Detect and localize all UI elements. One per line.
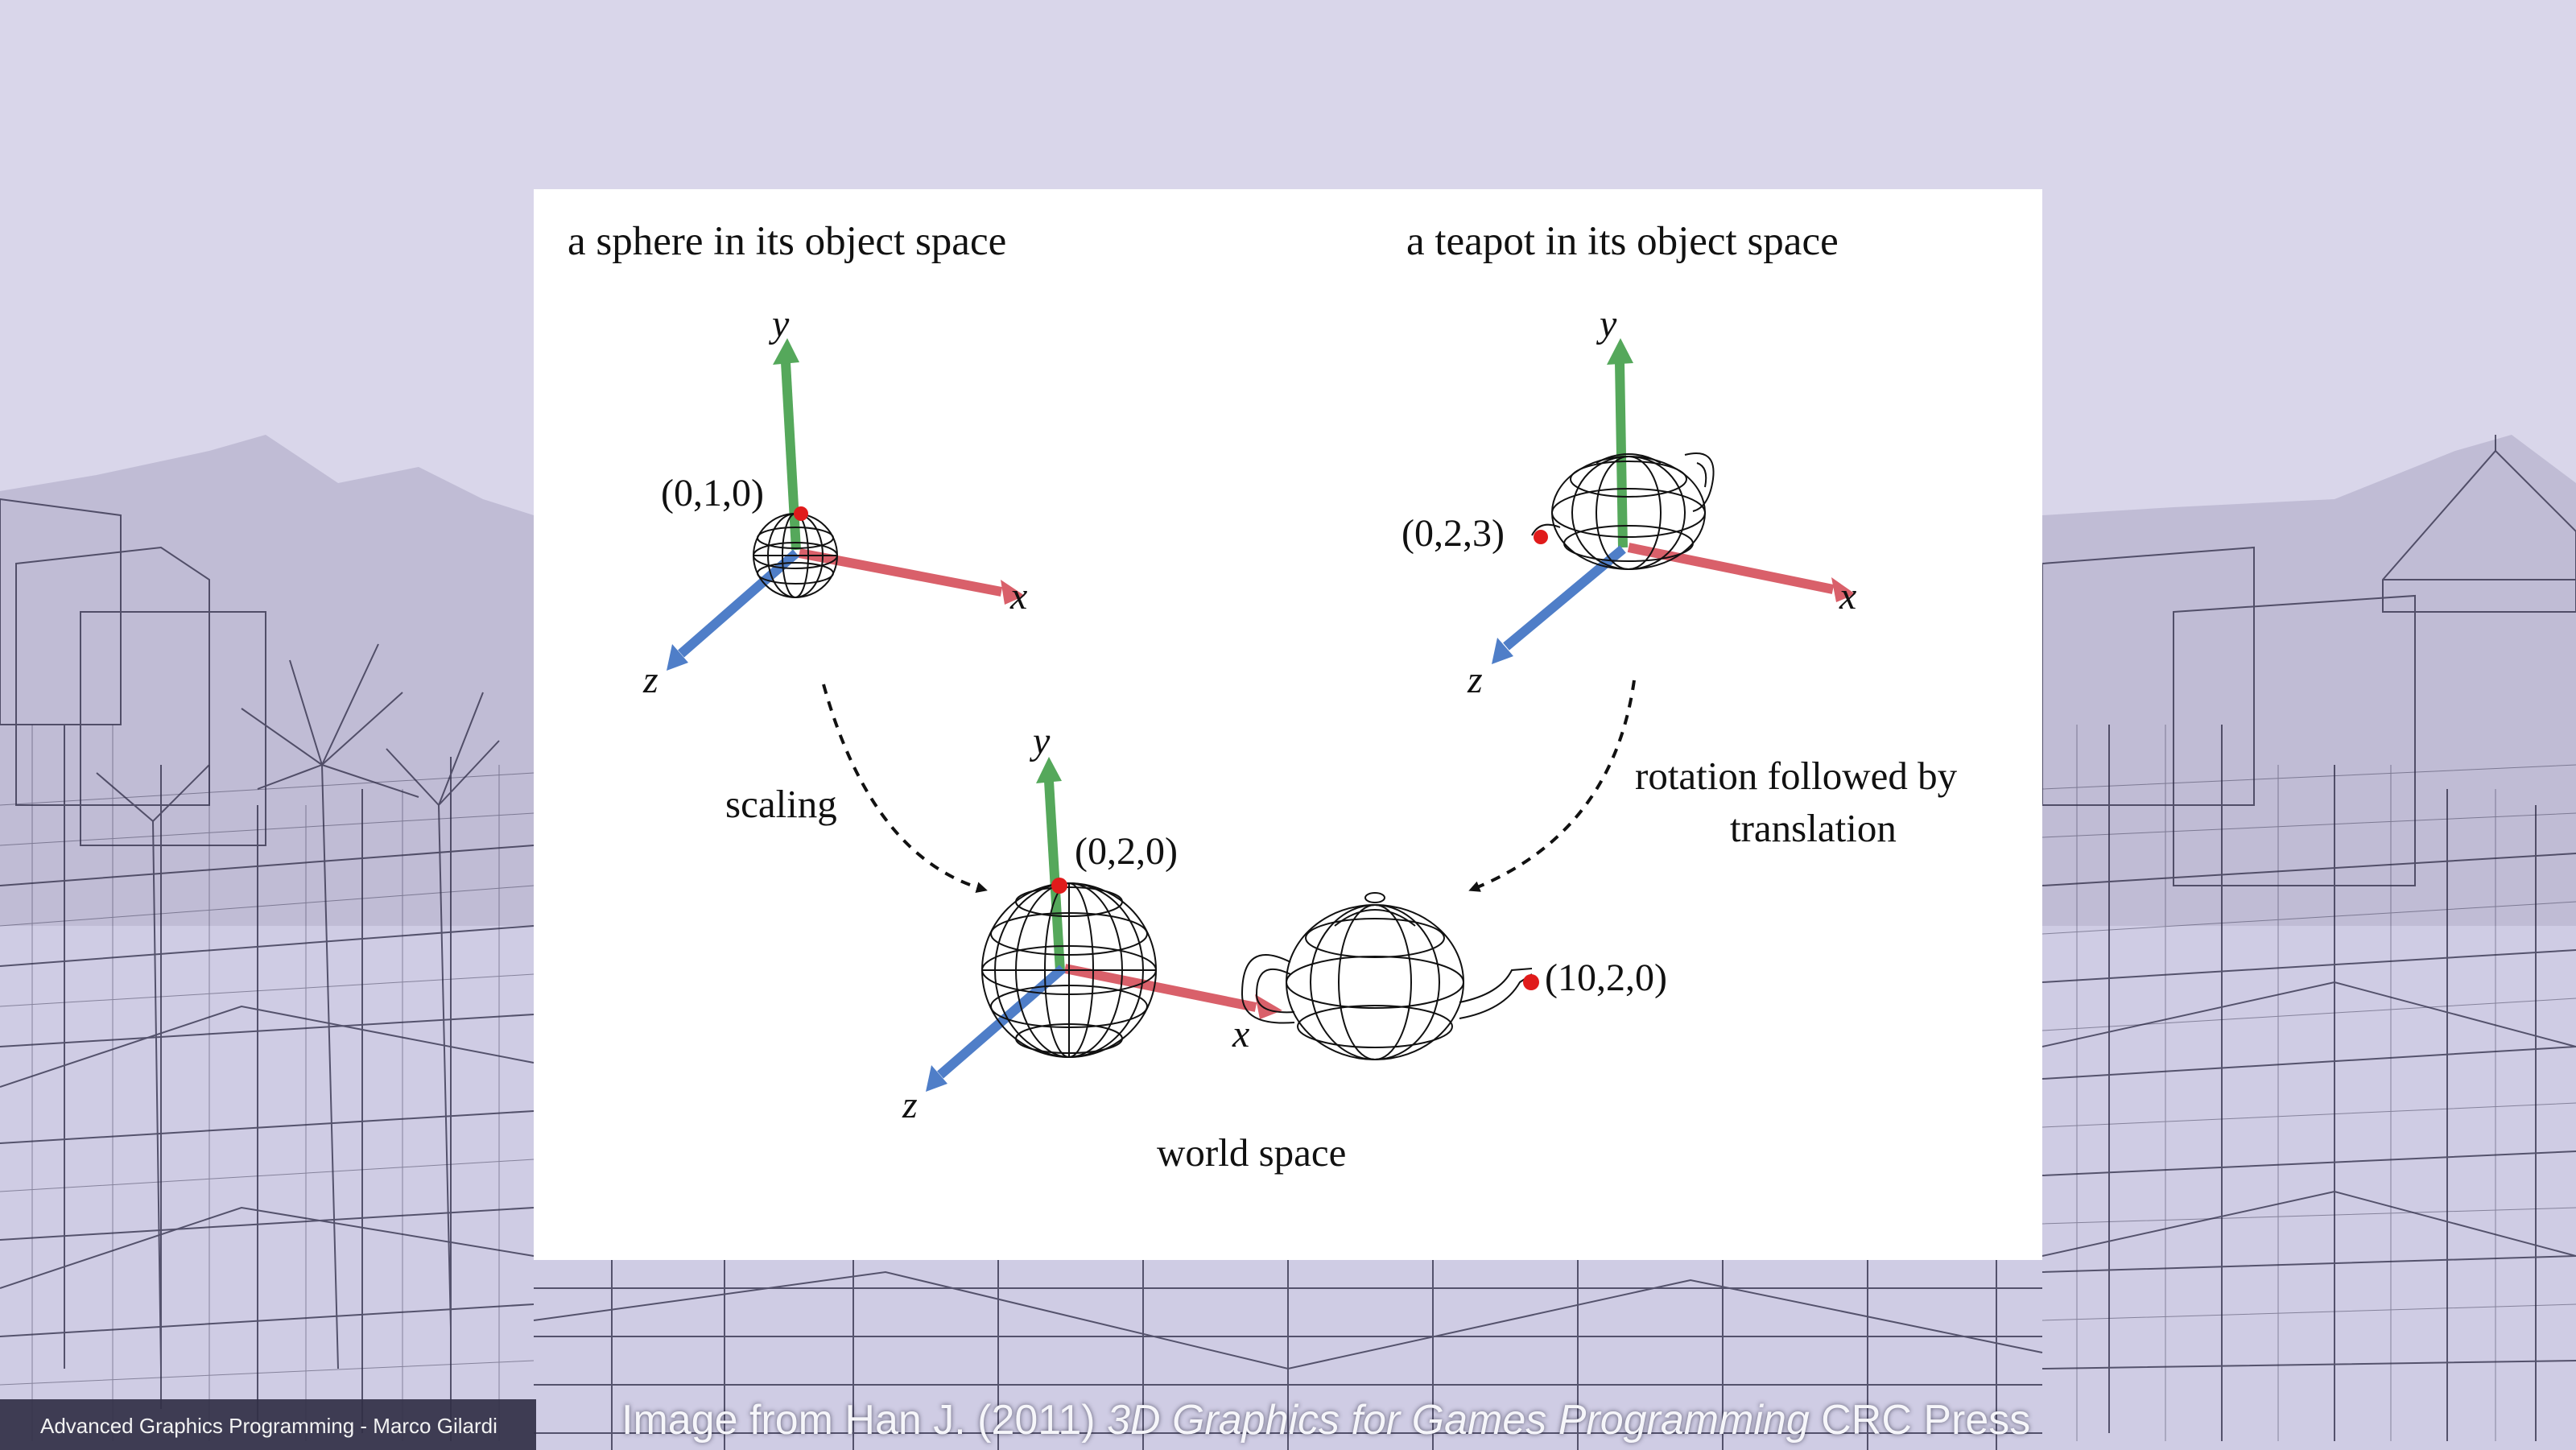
- sphere-object-space-title: a sphere in its object space: [568, 219, 1007, 264]
- teapot-point-marker: [1534, 530, 1548, 544]
- world-teapot-point-marker: [1523, 974, 1539, 990]
- rotation-label-line2: translation: [1730, 806, 1897, 850]
- teapot-y-label: y: [1600, 303, 1617, 345]
- world-axes: [926, 757, 1282, 1092]
- slide-footer: Advanced Graphics Programming - Marco Gi…: [0, 1399, 536, 1450]
- teapot-z-label: z: [1468, 659, 1483, 701]
- transform-figure: a sphere in its object space a teapot in…: [534, 189, 2042, 1260]
- sphere-y-label: y: [772, 303, 790, 345]
- teapot-small: [1531, 452, 1715, 570]
- y-arrowhead: [773, 338, 799, 365]
- credit-prefix: Image from Han J. (2011): [621, 1397, 1108, 1444]
- credit-suffix: CRC Press: [1809, 1397, 2031, 1444]
- world-y-label: y: [1033, 720, 1051, 762]
- sphere-z-label: z: [643, 659, 658, 701]
- sphere-object-axes: [667, 338, 1025, 671]
- scaling-label: scaling: [725, 782, 837, 826]
- rotation-translation-arrow: [1468, 680, 1636, 892]
- world-x-label: x: [1232, 1013, 1250, 1055]
- teapot-x-label: x: [1839, 575, 1857, 618]
- sphere-point-label: (0,1,0): [661, 472, 764, 514]
- sphere-large: [981, 882, 1157, 1058]
- teapot-object-space-title: a teapot in its object space: [1406, 219, 1839, 264]
- world-sphere-point-label: (0,2,0): [1075, 830, 1178, 873]
- teapot-point-label: (0,2,3): [1402, 512, 1505, 555]
- figure-drawing: [667, 338, 1856, 1092]
- world-teapot-point-label: (10,2,0): [1545, 956, 1667, 999]
- footer-text: Advanced Graphics Programming - Marco Gi…: [40, 1414, 497, 1438]
- teapot-object-axes: [1492, 338, 1856, 664]
- x-arrowhead: [1001, 580, 1025, 605]
- world-sphere-point-marker: [1051, 878, 1067, 894]
- teapot-large: [1241, 892, 1533, 1060]
- sphere-x-label: x: [1010, 575, 1028, 618]
- world-space-label: world space: [1157, 1130, 1347, 1175]
- sphere-point-marker: [794, 506, 808, 521]
- rotation-label-line1: rotation followed by: [1635, 754, 1958, 798]
- credit-book-title: 3D Graphics for Games Programming: [1107, 1397, 1810, 1444]
- scaling-arrow: [822, 684, 988, 893]
- image-credit: Image from Han J. (2011) 3D Graphics for…: [621, 1396, 2030, 1444]
- z-arrowhead: [667, 644, 688, 671]
- world-z-label: z: [902, 1084, 918, 1126]
